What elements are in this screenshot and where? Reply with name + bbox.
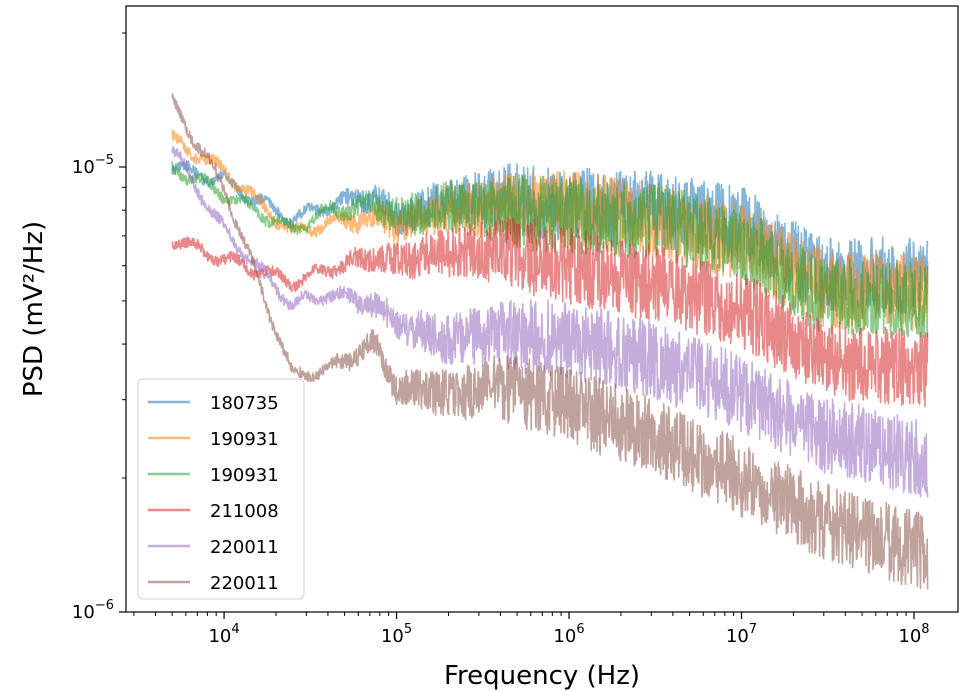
x-tick-label: 105 bbox=[381, 622, 412, 647]
x-tick-label: 104 bbox=[208, 622, 239, 647]
x-tick-label: 107 bbox=[726, 622, 757, 647]
x-tick-label: 106 bbox=[553, 622, 584, 647]
legend-box bbox=[137, 378, 305, 600]
y-axis-title: PSD (mV²/Hz) bbox=[19, 221, 49, 397]
legend-label: 220011 bbox=[210, 573, 279, 594]
legend-label: 180735 bbox=[210, 393, 279, 414]
series-line-5 bbox=[171, 146, 929, 498]
legend-label: 220011 bbox=[210, 537, 279, 558]
legend-label: 190931 bbox=[210, 429, 279, 450]
x-tick-label: 108 bbox=[898, 622, 929, 647]
legend-label: 211008 bbox=[210, 501, 279, 522]
legend-label: 190931 bbox=[210, 465, 279, 486]
series-line-4 bbox=[171, 216, 929, 408]
series-layer bbox=[171, 93, 929, 590]
y-tick-label: 10−6 bbox=[72, 598, 114, 623]
y-tick-label: 10−5 bbox=[72, 153, 114, 178]
axes-layer: 104 105 106 107 108 10−6 10−5 Frequency (Hz) PSD… bbox=[19, 5, 959, 691]
series-line-6 bbox=[171, 93, 929, 590]
legend: 180735 190931 190931 211008 220011 220011 bbox=[137, 378, 305, 600]
x-axis-title: Frequency (Hz) bbox=[444, 661, 640, 691]
series-line-3 bbox=[171, 161, 929, 340]
